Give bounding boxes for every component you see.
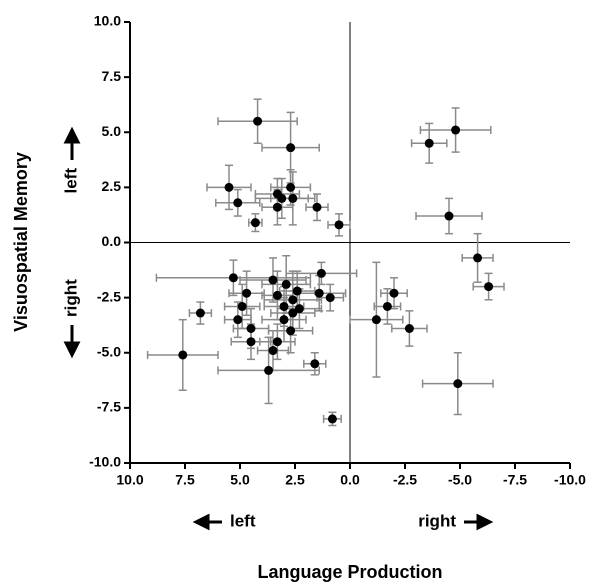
- x-tick-label: -7.5: [503, 472, 527, 488]
- point: [233, 198, 243, 208]
- point: [310, 359, 320, 369]
- point: [389, 288, 399, 298]
- point: [272, 337, 282, 347]
- point: [371, 315, 381, 325]
- point: [279, 301, 289, 311]
- y-axis-title: Visuospatial Memory: [11, 152, 31, 332]
- point: [224, 182, 234, 192]
- y-tick-label: 0.0: [102, 233, 122, 249]
- point: [473, 253, 483, 263]
- point: [286, 143, 296, 153]
- y-direction-label: right: [61, 279, 80, 317]
- x-tick-label: 5.0: [230, 472, 250, 488]
- y-tick-label: -7.5: [97, 399, 121, 415]
- point: [237, 301, 247, 311]
- x-tick-label: -10.0: [554, 472, 586, 488]
- x-tick-label: -2.5: [393, 472, 417, 488]
- point: [288, 308, 298, 318]
- x-tick-label: 2.5: [285, 472, 305, 488]
- point: [404, 323, 414, 333]
- point: [253, 116, 263, 126]
- point: [424, 138, 434, 148]
- x-tick-label: -5.0: [448, 472, 472, 488]
- point: [250, 218, 260, 228]
- arrow: [63, 126, 81, 160]
- y-tick-label: -10.0: [89, 454, 121, 470]
- point: [281, 279, 291, 289]
- x-axis-title: Language Production: [257, 562, 442, 582]
- point: [268, 275, 278, 285]
- point: [228, 273, 238, 283]
- point: [314, 288, 324, 298]
- x-tick-label: 0.0: [340, 472, 360, 488]
- point: [246, 323, 256, 333]
- point: [272, 290, 282, 300]
- arrow: [464, 513, 494, 531]
- point: [264, 365, 274, 375]
- y-tick-label: 2.5: [102, 178, 122, 194]
- point: [312, 202, 322, 212]
- point: [444, 211, 454, 221]
- point: [279, 315, 289, 325]
- point: [382, 301, 392, 311]
- point: [294, 304, 304, 314]
- point: [277, 193, 287, 203]
- y-tick-label: 10.0: [94, 13, 121, 29]
- point: [286, 326, 296, 336]
- point: [246, 337, 256, 347]
- point: [288, 295, 298, 305]
- point: [268, 346, 278, 356]
- point: [484, 282, 494, 292]
- point: [316, 268, 326, 278]
- point: [272, 202, 282, 212]
- arrow: [63, 325, 81, 359]
- point: [292, 286, 302, 296]
- point: [286, 182, 296, 192]
- point: [242, 288, 252, 298]
- y-tick-label: 5.0: [102, 123, 122, 139]
- point: [327, 414, 337, 424]
- y-tick-label: -2.5: [97, 288, 121, 304]
- arrow: [192, 513, 222, 531]
- y-direction-label: left: [61, 168, 80, 194]
- point: [178, 350, 188, 360]
- x-direction-label: left: [230, 511, 256, 530]
- y-direction-right: right: [61, 279, 81, 359]
- y-tick-label: -5.0: [97, 343, 121, 359]
- point: [453, 379, 463, 389]
- x-tick-label: 10.0: [116, 472, 143, 488]
- point: [325, 293, 335, 303]
- point: [233, 315, 243, 325]
- point: [451, 125, 461, 135]
- y-direction-left: left: [61, 126, 81, 194]
- x-direction-label: right: [418, 511, 456, 530]
- y-tick-label: 7.5: [102, 68, 122, 84]
- point: [288, 193, 298, 203]
- x-tick-label: 7.5: [175, 472, 195, 488]
- point: [195, 308, 205, 318]
- point: [334, 220, 344, 230]
